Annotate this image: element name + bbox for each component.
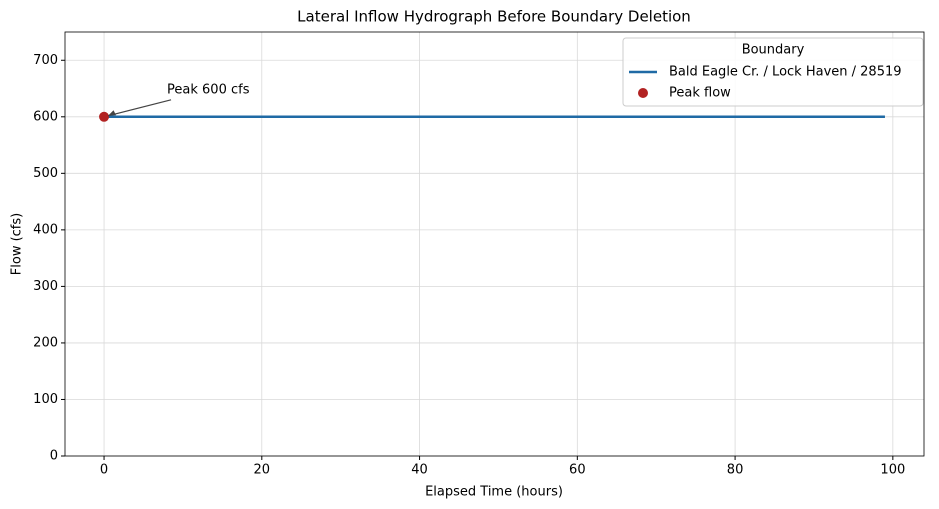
legend-label: Bald Eagle Cr. / Lock Haven / 28519 [669, 65, 902, 80]
legend-title: Boundary [742, 43, 805, 58]
legend-swatch [638, 88, 648, 98]
y-axis-label: Flow (cfs) [10, 213, 25, 275]
legend-label: Peak flow [669, 86, 731, 101]
x-tick-label: 60 [569, 463, 586, 478]
legend-box [622, 37, 924, 107]
chart-title: Lateral Inflow Hydrograph Before Boundar… [297, 8, 691, 26]
annotation-text: Peak 600 cfs [167, 82, 250, 97]
y-tick-label: 700 [33, 53, 58, 68]
y-tick-label: 600 [33, 109, 58, 124]
y-tick-label: 400 [33, 222, 58, 237]
y-tick-label: 100 [33, 392, 58, 407]
annotation-arrowhead [108, 110, 117, 116]
annotation-arrow [107, 99, 172, 117]
x-axis-label: Elapsed Time (hours) [425, 485, 563, 500]
x-tick-label: 40 [411, 463, 428, 478]
y-tick-label: 300 [33, 279, 58, 294]
y-tick-label: 0 [50, 449, 58, 464]
y-tick-label: 200 [33, 335, 58, 350]
peak-marker [99, 111, 110, 122]
x-tick-label: 80 [727, 463, 744, 478]
x-tick-label: 20 [254, 463, 271, 478]
x-tick-label: 100 [880, 463, 905, 478]
y-tick-label: 500 [33, 166, 58, 181]
plot-frame [64, 31, 925, 457]
x-tick-label: 0 [100, 463, 108, 478]
